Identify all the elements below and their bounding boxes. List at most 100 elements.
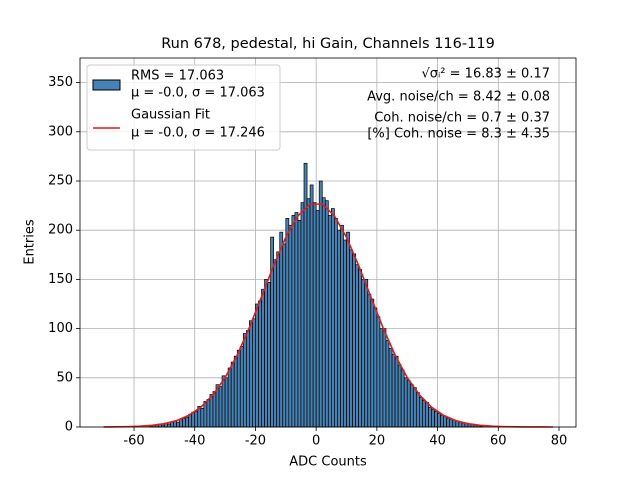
y-tick-label: 50 <box>56 370 73 385</box>
chart-title: Run 678, pedestal, hi Gain, Channels 116… <box>161 36 495 52</box>
x-tick-label: 0 <box>312 434 320 449</box>
histogram-bar <box>294 212 299 428</box>
histogram-bar <box>324 200 329 428</box>
histogram-bar <box>285 218 290 428</box>
histogram-bar <box>422 400 426 428</box>
histogram-bar <box>391 353 396 428</box>
histogram-bar <box>443 415 448 428</box>
annotation: Avg. noise/ch = 8.42 ± 0.08 <box>367 90 550 105</box>
histogram-bar <box>261 288 265 428</box>
legend-label: Gaussian Fit <box>131 108 210 123</box>
histogram-bar <box>230 361 235 428</box>
histogram-bar <box>385 340 390 428</box>
histogram-bar <box>267 282 271 428</box>
histogram-bar <box>206 399 211 428</box>
histogram-bar <box>309 184 314 428</box>
histogram-bar <box>355 264 360 428</box>
x-tick-label: 60 <box>490 434 507 449</box>
histogram-bar <box>306 198 311 428</box>
histogram-bar <box>249 320 253 428</box>
histogram-bar <box>209 394 214 428</box>
histogram-bar <box>236 349 241 428</box>
plot-frame <box>79 57 577 428</box>
histogram-bar <box>276 251 281 428</box>
histogram-bar <box>255 303 259 428</box>
x-tick-label: -40 <box>184 434 205 449</box>
histogram-bar <box>334 218 338 428</box>
histogram-bar <box>312 202 317 428</box>
histogram-bar <box>167 423 171 428</box>
histogram-bar <box>264 279 268 428</box>
histogram-bar <box>297 220 302 428</box>
x-tick-label: -60 <box>123 434 144 449</box>
histogram-bar <box>409 384 414 428</box>
legend-label: RMS = 17.063 <box>131 69 224 84</box>
legend-box <box>86 64 281 151</box>
histogram-bar <box>179 418 183 428</box>
histogram-bar <box>364 279 369 428</box>
legend-stats: μ = -0.0, σ = 17.246 <box>131 126 265 141</box>
histogram-bar <box>273 259 278 428</box>
histogram-bar <box>340 224 344 428</box>
annotation: √σᵢ² = 16.83 ± 0.17 <box>421 67 550 82</box>
annotation: [%] Coh. noise = 8.3 ± 4.35 <box>367 127 550 142</box>
histogram-bar <box>188 413 193 428</box>
histogram-bar <box>200 407 205 428</box>
histogram-bar <box>388 347 393 428</box>
histogram-bar <box>406 380 411 428</box>
histogram-bar <box>282 243 287 428</box>
y-tick-label: 100 <box>48 321 73 336</box>
histogram-bar <box>327 215 332 428</box>
histogram-bar <box>233 355 238 428</box>
histogram-bar <box>242 333 247 428</box>
histogram-bar <box>212 391 217 428</box>
x-tick-label: 20 <box>369 434 386 449</box>
histogram-bar <box>300 202 305 428</box>
histogram-bar <box>185 416 190 428</box>
x-tick-label: 40 <box>429 434 446 449</box>
histogram-bar <box>176 421 180 428</box>
y-tick-label: 300 <box>48 124 73 139</box>
fit-line <box>103 203 553 428</box>
histogram-bar <box>315 210 320 428</box>
histogram-bar <box>431 408 435 428</box>
histogram-bar <box>321 197 326 428</box>
histogram-bar <box>291 215 296 428</box>
legend-stats: μ = -0.0, σ = 17.063 <box>131 86 265 101</box>
histogram-bar <box>303 162 308 428</box>
annotation: Coh. noise/ch = 0.7 ± 0.37 <box>374 111 550 126</box>
histogram-bar <box>400 369 405 428</box>
histogram-bar <box>346 231 350 428</box>
histogram-bar <box>221 375 226 428</box>
histogram-bar <box>337 229 341 428</box>
histogram-bar <box>358 269 363 428</box>
legend-swatch <box>92 79 121 91</box>
histogram-bar <box>370 298 375 428</box>
histogram-bar <box>403 377 408 428</box>
histogram-bar <box>330 208 335 428</box>
histogram-bar <box>218 386 223 428</box>
histogram-bar <box>461 422 466 428</box>
histogram-bar <box>379 328 384 428</box>
x-tick-label: 80 <box>551 434 568 449</box>
histogram-bar <box>343 239 347 428</box>
histogram-bar <box>419 397 423 428</box>
y-tick-label: 0 <box>65 420 73 435</box>
histogram-bar <box>446 417 451 428</box>
histogram-bar <box>224 377 229 428</box>
x-axis-label: ADC Counts <box>289 455 367 470</box>
histogram-bar <box>349 249 353 428</box>
histogram-bar <box>415 392 420 428</box>
histogram-bar <box>203 401 208 428</box>
histogram-bar <box>182 417 186 428</box>
y-axis-label: Entries <box>23 219 38 265</box>
histogram-bar <box>352 253 356 428</box>
histogram-bar <box>258 300 262 428</box>
y-tick-label: 200 <box>48 223 73 238</box>
y-tick-label: 350 <box>48 75 73 90</box>
histogram-bar <box>245 330 250 428</box>
x-tick-label: -20 <box>245 434 266 449</box>
histogram-bar <box>449 418 454 428</box>
histogram-bar <box>412 387 417 428</box>
